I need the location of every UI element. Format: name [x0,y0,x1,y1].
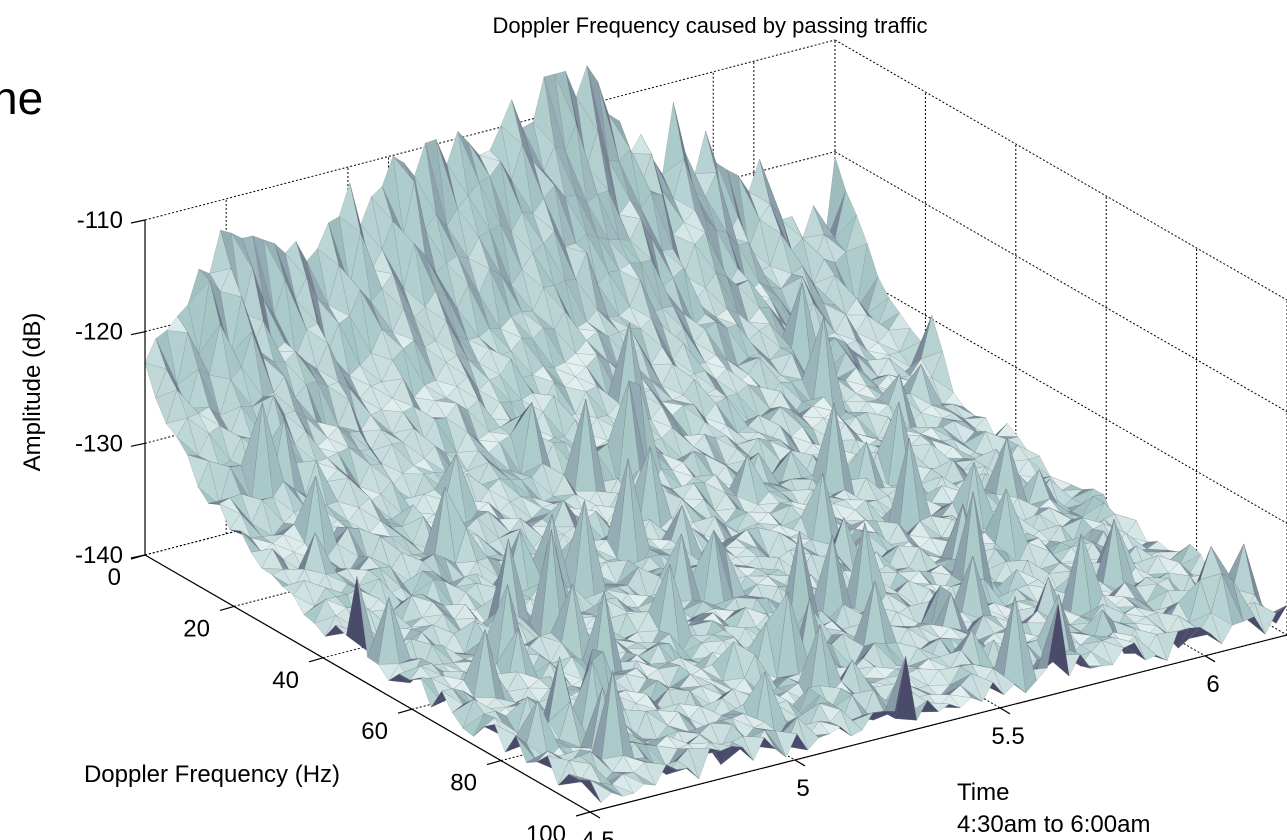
surface-facet [996,422,1019,437]
surface-facet [629,134,653,155]
grid-z-side [834,151,1287,413]
surface-mesh [144,65,1287,803]
grid-z-side [834,262,1287,524]
chart-title: Doppler Frequency caused by passing traf… [493,13,928,38]
slide-title-fragment: ne [0,72,43,124]
grid-z-side [834,39,1287,301]
grid-z-rear [144,39,836,221]
